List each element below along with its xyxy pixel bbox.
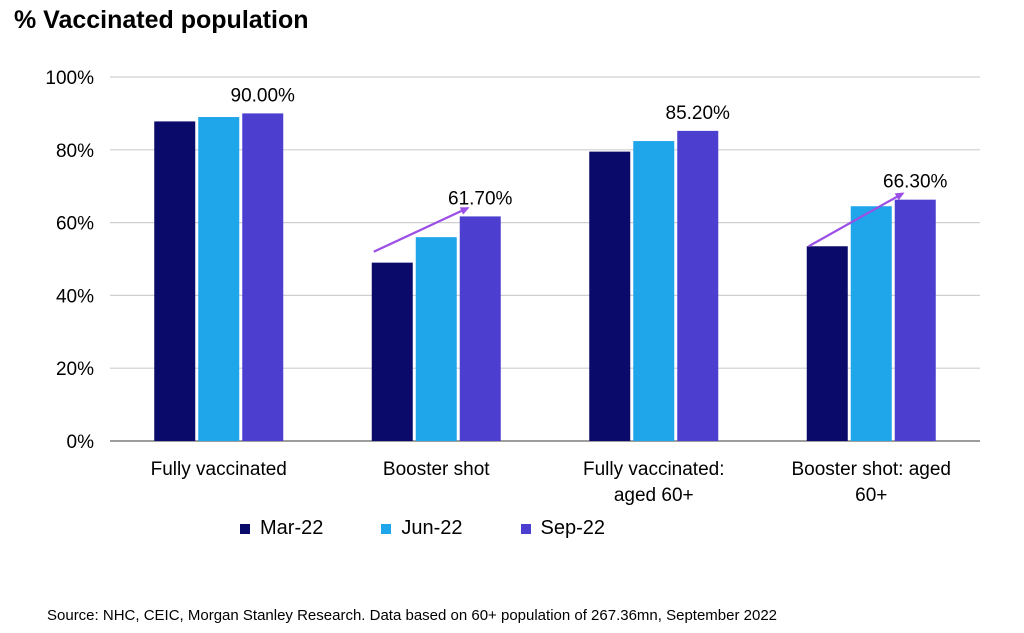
bars	[154, 113, 936, 442]
y-tick-label: 0%	[67, 432, 95, 453]
chart-title: % Vaccinated population	[14, 6, 309, 34]
bar-sep-22-0	[242, 113, 284, 442]
bar-jun-22-1	[415, 237, 457, 441]
y-axis-ticks: 0% 20% 40% 60% 80% 100%	[45, 68, 94, 453]
legend-item-sep-22: Sep-22	[520, 517, 606, 540]
trend-arrow	[373, 207, 470, 253]
y-tick-label: 40%	[56, 286, 94, 307]
data-labels: 90.00% 61.70% 85.20% 66.30%	[231, 85, 948, 209]
x-category-label-line: Booster shot	[383, 459, 490, 480]
y-tick-label: 80%	[56, 141, 94, 162]
legend-swatch-jun-22	[381, 523, 392, 534]
x-category-label-line: 60+	[855, 485, 887, 506]
x-category-label-line: Fully vaccinated	[151, 459, 287, 480]
y-tick-label: 60%	[56, 214, 94, 235]
x-category-label-line: Booster shot: aged	[792, 459, 952, 480]
data-label: 61.70%	[448, 188, 513, 209]
bar-sep-22-2	[677, 130, 719, 441]
legend-label-jun-22: Jun-22	[401, 517, 463, 539]
bar-jun-22-2	[633, 141, 675, 441]
y-tick-label: 100%	[45, 68, 94, 89]
bar-sep-22-3	[894, 199, 936, 441]
data-label: 90.00%	[231, 85, 296, 106]
x-category-label: Booster shot: aged 60+	[792, 459, 952, 506]
legend-item-mar-22: Mar-22	[240, 517, 323, 540]
x-category-label: Fully vaccinated	[151, 459, 287, 480]
x-axis-categories: Fully vaccinated Booster shot Fully vaccin…	[151, 459, 951, 506]
legend: Mar-22 Jun-22 Sep-22	[240, 517, 605, 540]
legend-label-sep-22: Sep-22	[540, 517, 606, 539]
legend-swatch-mar-22	[240, 523, 250, 534]
trend-arrows	[373, 192, 905, 253]
bar-mar-22-3	[806, 246, 848, 441]
bar-mar-22-2	[589, 151, 631, 441]
bar-mar-22-0	[154, 121, 196, 442]
data-label: 66.30%	[883, 172, 948, 193]
x-category-label: Booster shot	[383, 459, 490, 480]
data-label: 85.20%	[666, 103, 731, 124]
x-category-label: Fully vaccinated: aged 60+	[583, 459, 725, 506]
bar-chart: 0% 20% 40% 60% 80% 100% 90.00% 61.70% 85.20% 66.…	[45, 68, 980, 506]
legend-swatch-sep-22	[520, 523, 531, 534]
bar-jun-22-0	[198, 117, 240, 441]
legend-label-mar-22: Mar-22	[260, 517, 324, 539]
legend-item-jun-22: Jun-22	[381, 517, 463, 540]
x-category-label-line: Fully vaccinated:	[583, 459, 725, 480]
bar-jun-22-3	[850, 206, 892, 441]
source-note: Source: NHC, CEIC, Morgan Stanley Resear…	[47, 607, 778, 624]
bar-mar-22-1	[371, 262, 413, 441]
x-category-label-line: aged 60+	[614, 485, 694, 506]
trend-arrow	[808, 192, 905, 248]
bar-sep-22-1	[459, 216, 501, 441]
y-tick-label: 20%	[56, 359, 94, 380]
gridlines	[110, 76, 980, 442]
